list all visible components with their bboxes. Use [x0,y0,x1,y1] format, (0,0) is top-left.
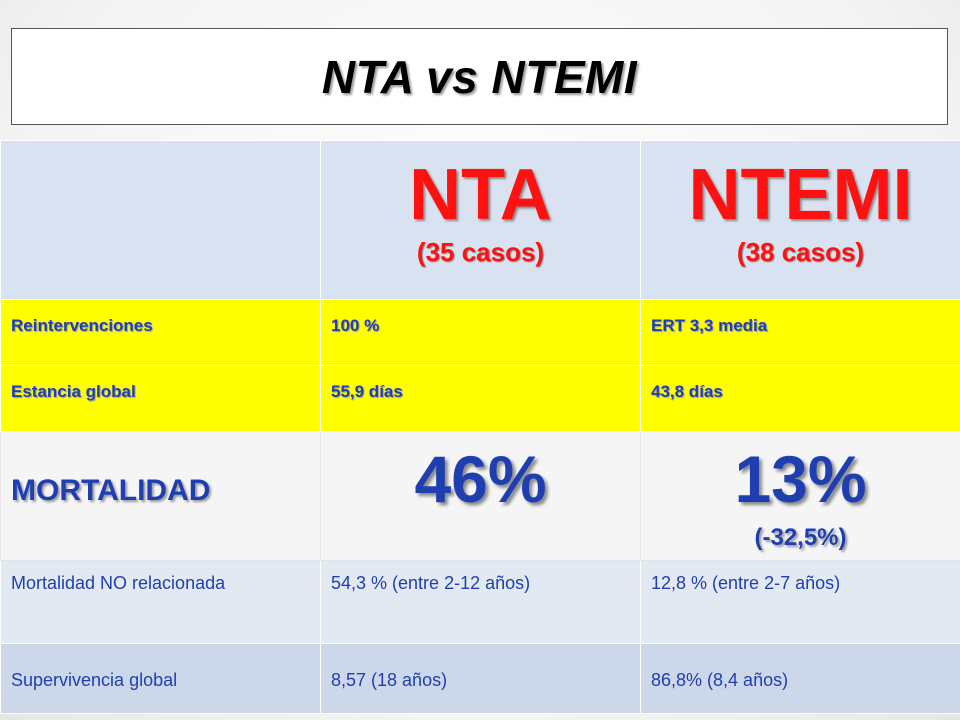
nta-stay: 55,9 días [320,365,641,432]
table-row: Estancia global 55,9 días 43,8 días [0,365,960,432]
row-label-survival: Supervivencia global [0,643,321,714]
ntemi-unrelated-mortality: 12,8 % (entre 2-7 años) [640,560,960,644]
ntemi-stay: 43,8 días [640,365,960,432]
ntemi-cases: (38 casos) [736,237,865,267]
header-empty-cell [0,140,321,300]
nta-unrelated-mortality: 54,3 % (entre 2-12 años) [320,560,641,644]
nta-mortality-cell: 46% [320,431,641,561]
ntemi-mortality-delta: (-32,5%) [754,524,847,551]
row-label-mortality: MORTALIDAD [11,474,211,507]
ntemi-mortality-cell: 13% (-32,5%) [640,431,960,561]
nta-cases: (35 casos) [416,237,545,267]
table-row: Mortalidad NO relacionada 54,3 % (entre … [0,560,960,644]
slide-title: NTA vs NTEMI [321,50,638,103]
nta-mortality: 46% [414,442,547,516]
row-label-unrelated-mortality: Mortalidad NO relacionada [0,560,321,644]
title-box: NTA vs NTEMI [11,28,948,125]
mortality-row: MORTALIDAD 46% 13% (-32,5%) [0,431,960,561]
nta-reinterventions: 100 % [320,299,641,366]
ntemi-mortality: 13% [734,442,867,516]
table-row: Reintervenciones 100 % ERT 3,3 media [0,299,960,366]
table-row: Supervivencia global 8,57 (18 años) 86,8… [0,643,960,714]
comparison-table: NTA (35 casos) NTEMI (38 casos) Reinterv… [0,140,960,714]
header-row: NTA (35 casos) NTEMI (38 casos) [0,140,960,300]
nta-heading: NTA [409,155,552,235]
header-nta-cell: NTA (35 casos) [320,140,641,300]
ntemi-reinterventions: ERT 3,3 media [640,299,960,366]
header-ntemi-cell: NTEMI (38 casos) [640,140,960,300]
mortality-label-cell: MORTALIDAD [0,431,321,561]
ntemi-survival: 86,8% (8,4 años) [640,643,960,714]
nta-survival: 8,57 (18 años) [320,643,641,714]
row-label-stay: Estancia global [0,365,321,432]
ntemi-heading: NTEMI [688,155,913,235]
row-label-reinterventions: Reintervenciones [0,299,321,366]
